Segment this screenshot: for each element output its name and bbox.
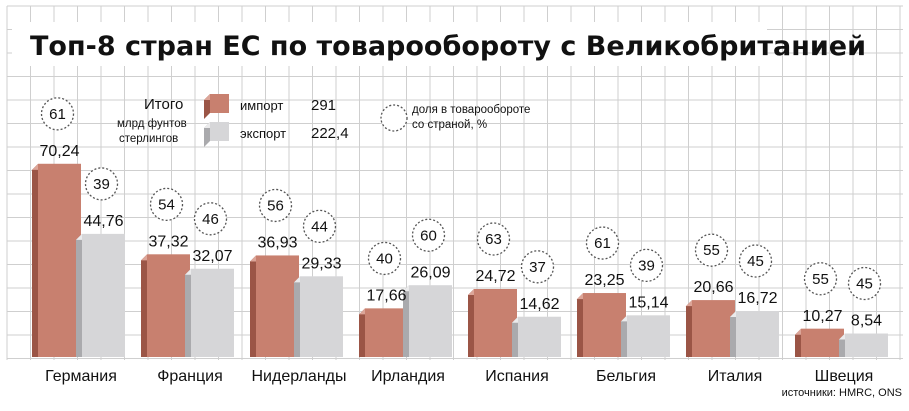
export-share-label-circle [520, 250, 555, 284]
export-share-label: 46 [202, 211, 219, 228]
export-bar [730, 311, 779, 357]
export-bar [294, 276, 343, 357]
import-bar [686, 300, 735, 357]
import-share-label-circle [476, 222, 511, 256]
export-bar [512, 316, 561, 357]
import-value-label: 36,93 [257, 234, 297, 251]
import-share-label: 55 [703, 242, 720, 259]
category-label: Италия [708, 368, 762, 385]
category-label: Франция [157, 368, 223, 385]
export-share-label-circle [738, 244, 773, 278]
import-share-label: 61 [594, 235, 611, 252]
export-value-label: 16,72 [737, 290, 777, 307]
export-share-label: 45 [856, 276, 873, 293]
legend-share-line2: со страной, % [412, 119, 487, 131]
export-share-label: 44 [311, 218, 328, 235]
import-bar [141, 254, 190, 357]
legend-share-line1: доля в товарообороте [412, 104, 530, 116]
import-share-label: 63 [485, 231, 502, 248]
import-bar [795, 328, 844, 357]
export-value-label: 44,76 [83, 213, 123, 230]
legend-import-swatch [204, 94, 229, 119]
export-bar [403, 285, 452, 357]
export-value-label: 32,07 [192, 248, 232, 265]
import-share-label-circle [40, 97, 75, 131]
legend-unit-line1: млрд фунтов [117, 118, 187, 130]
import-bar [468, 289, 517, 357]
category-label: Нидерланды [252, 368, 347, 385]
legend-total-label: Итого [144, 96, 183, 113]
import-value-label: 23,25 [584, 272, 624, 289]
import-value-label: 17,66 [366, 287, 406, 304]
export-value-label: 8,54 [851, 313, 882, 330]
import-share-label: 54 [158, 196, 175, 213]
source-note: источники: HMRC, ONS [782, 387, 902, 399]
chart-title: Топ-8 стран ЕС по товарообороту с Велико… [30, 31, 866, 62]
export-value-label: 14,62 [519, 296, 559, 313]
export-value-label: 26,09 [410, 264, 450, 281]
import-value-label: 70,24 [39, 143, 79, 160]
import-share-label: 56 [267, 197, 284, 214]
import-share-label: 40 [376, 250, 393, 267]
category-label: Бельгия [596, 368, 656, 385]
export-value-label: 29,33 [301, 255, 341, 272]
title-background [12, 22, 767, 66]
import-share-label: 61 [49, 106, 66, 123]
export-bar [621, 315, 670, 357]
category-label: Швеция [815, 368, 874, 385]
legend: Итого млрд фунтов стерлингов импорт 291 … [117, 94, 530, 147]
export-bar [76, 233, 125, 357]
export-value-label: 15,14 [628, 294, 668, 311]
legend-unit-line2: стерлингов [119, 133, 178, 145]
import-share-label-circle [694, 233, 729, 267]
export-share-label: 60 [420, 227, 437, 244]
export-share-label-circle [84, 167, 119, 201]
export-share-label: 39 [93, 176, 110, 193]
export-share-label-circle [302, 209, 337, 243]
export-share-label: 45 [747, 253, 764, 270]
export-bar [185, 268, 234, 357]
legend-share-circle [380, 104, 408, 132]
import-share-label-circle [585, 226, 620, 260]
export-bar [839, 333, 888, 357]
import-share-label-circle [149, 187, 184, 222]
import-share-label-circle [803, 262, 838, 296]
export-share-label-circle [629, 248, 664, 283]
category-label: Испания [485, 368, 549, 385]
export-share-label: 37 [529, 259, 546, 276]
import-value-label: 24,72 [475, 268, 515, 285]
import-value-label: 37,32 [148, 233, 188, 250]
legend-import-label: импорт [240, 98, 283, 113]
legend-export-swatch [204, 122, 229, 147]
import-value-label: 20,66 [693, 279, 733, 296]
legend-import-total: 291 [311, 97, 336, 114]
import-bar [359, 308, 408, 357]
legend-export-label: экспорт [240, 126, 286, 141]
export-share-label-circle [193, 202, 228, 236]
export-share-label: 39 [638, 257, 655, 274]
category-label: Ирландия [371, 368, 445, 385]
import-bar [32, 163, 81, 357]
import-value-label: 10,27 [802, 308, 842, 325]
export-share-label-circle [847, 266, 882, 301]
import-share-label-circle [367, 241, 402, 276]
import-bar [577, 293, 626, 357]
category-label: Германия [45, 368, 117, 385]
import-bar [250, 255, 299, 357]
legend-export-total: 222,4 [311, 125, 349, 142]
export-share-label-circle [411, 218, 446, 252]
import-share-label-circle [258, 188, 293, 223]
import-share-label: 55 [812, 271, 829, 288]
